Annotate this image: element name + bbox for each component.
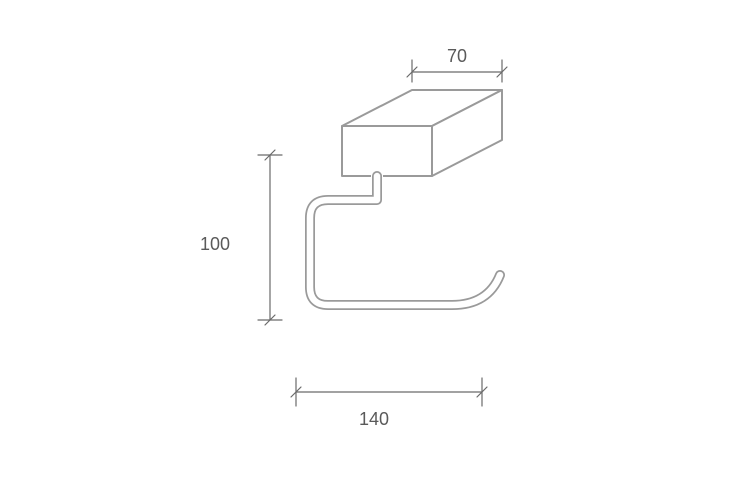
dimension-label-140: 140 <box>359 409 389 429</box>
dimension-drawing: 70 100 140 <box>0 0 750 500</box>
object-outline <box>310 90 502 305</box>
dimension-label-70: 70 <box>447 46 467 66</box>
dimension-label-100: 100 <box>200 234 230 254</box>
